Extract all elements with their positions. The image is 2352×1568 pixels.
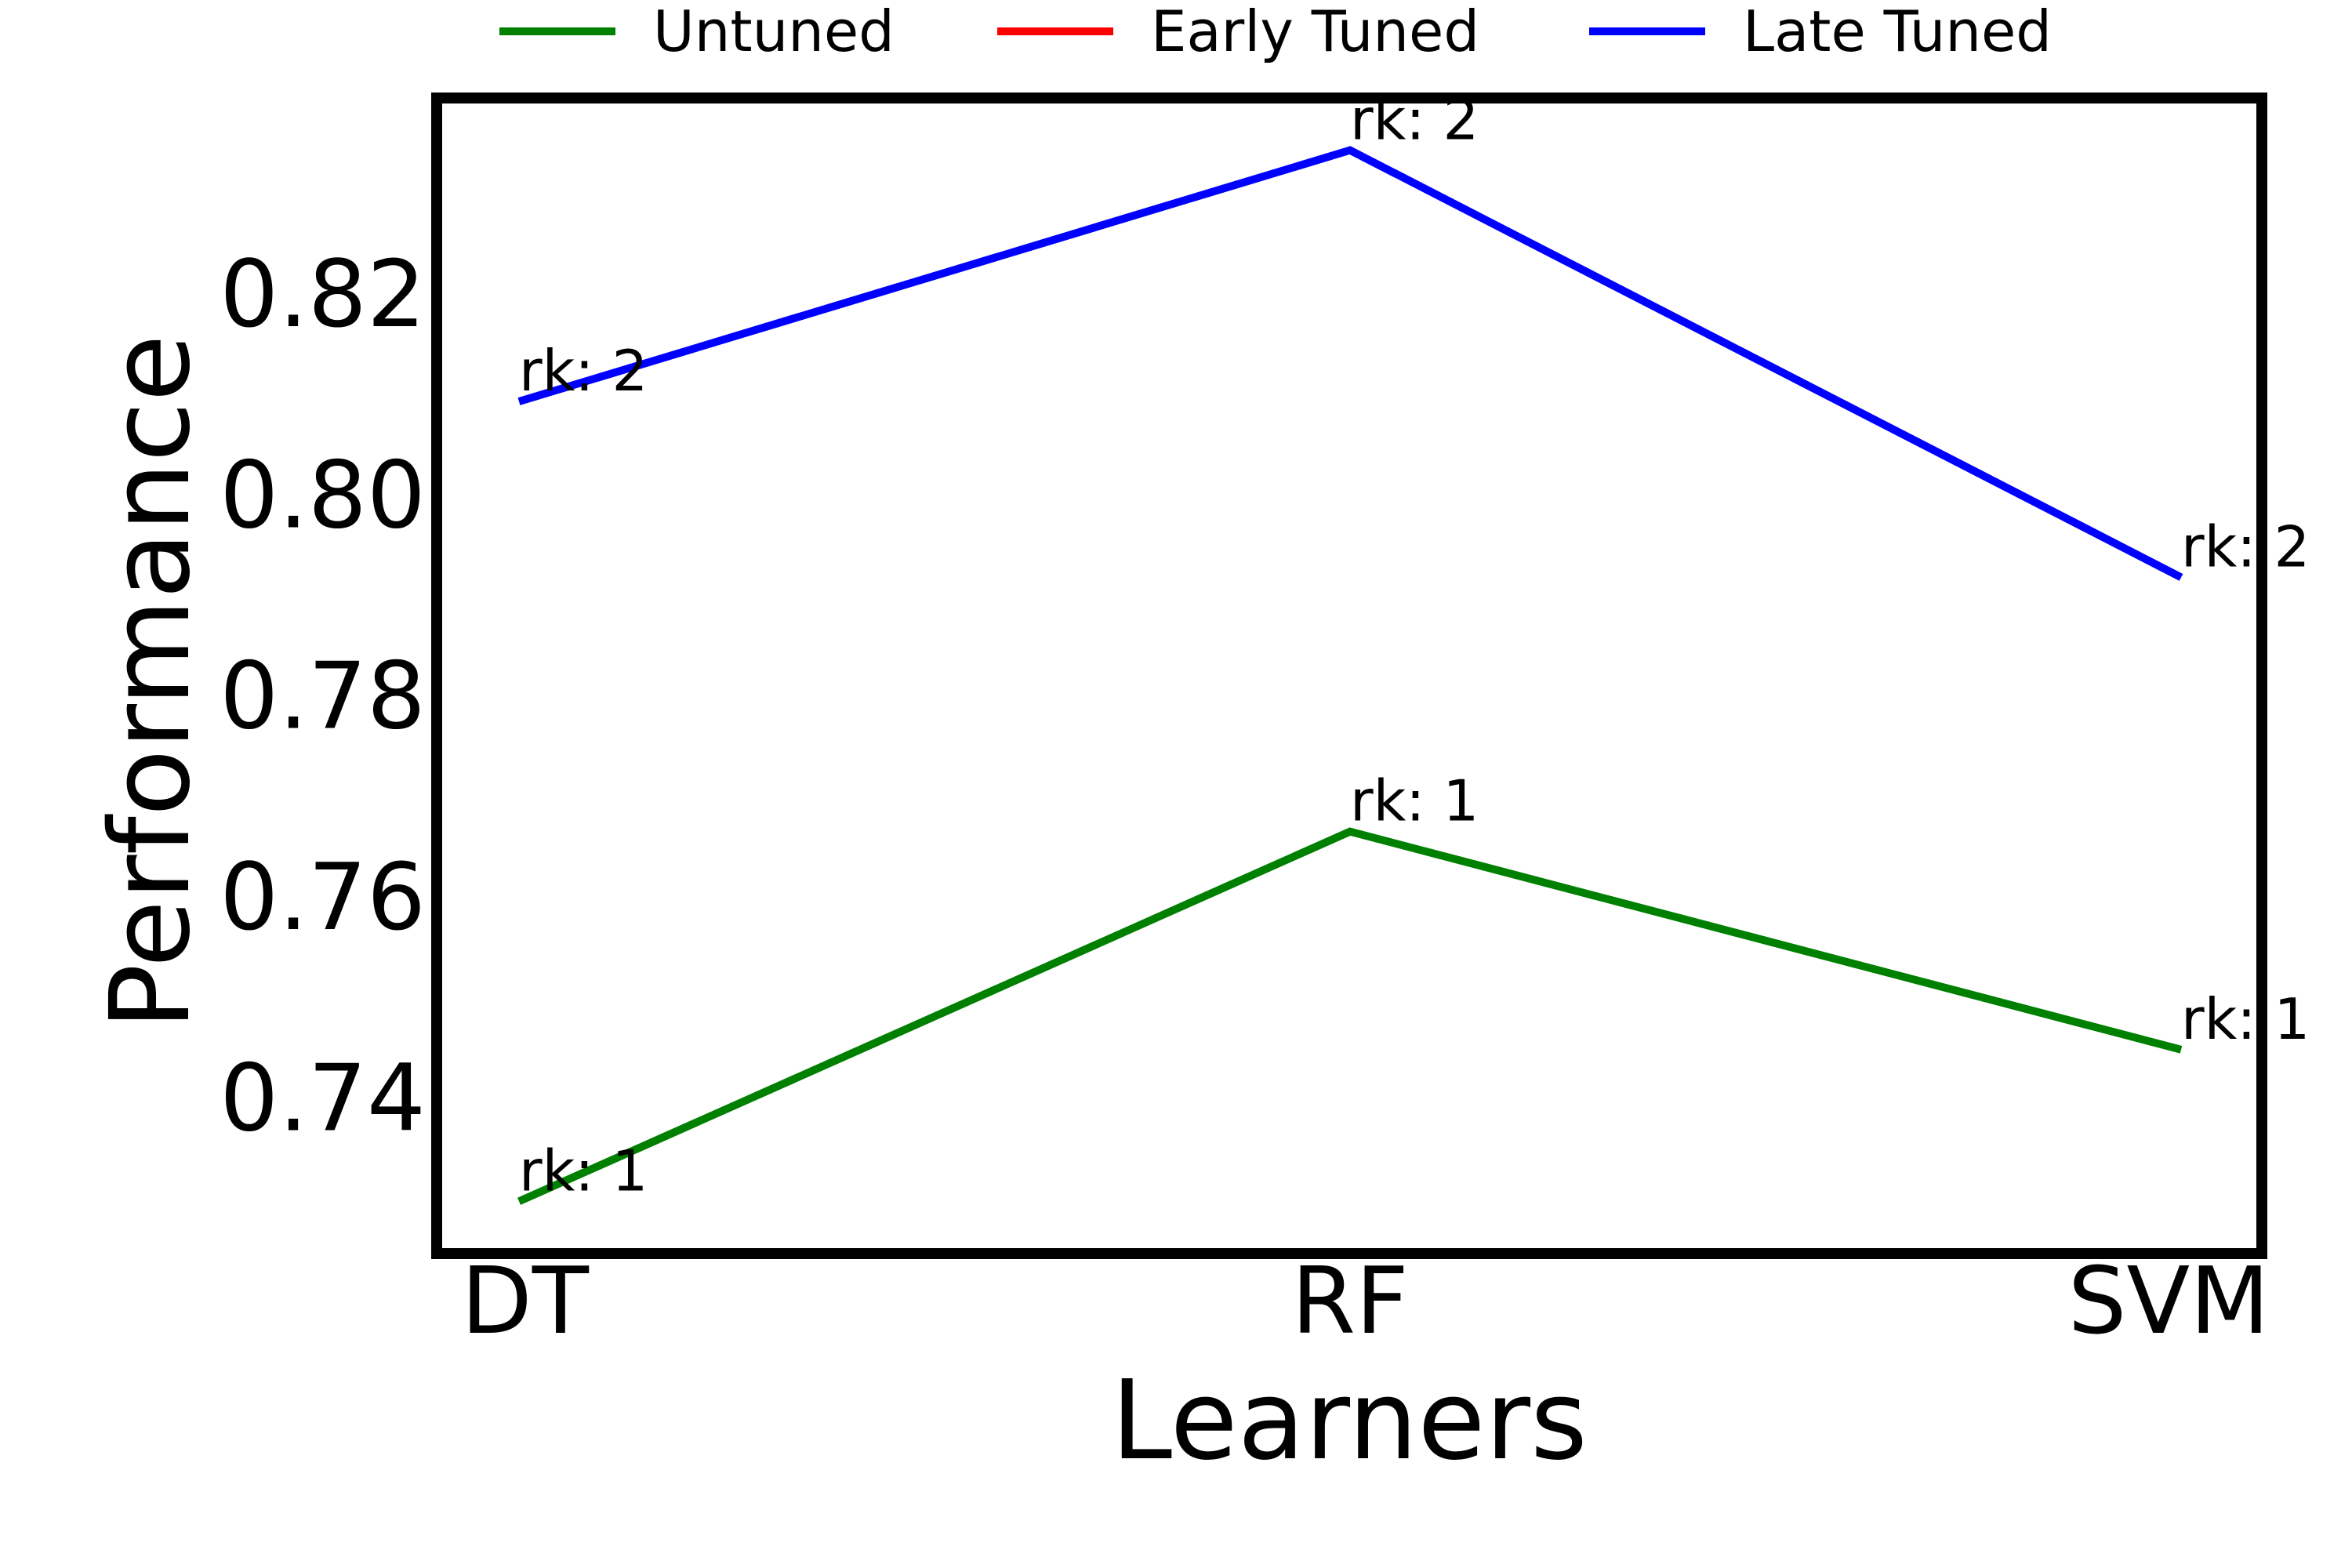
legend: Untuned Early Tuned Late Tuned <box>499 0 2052 64</box>
rank-labels: rk: 1 rk: 1 rk: 1 rk: 2 rk: 2 rk: 2 <box>519 87 2310 1204</box>
y-tick-label: 0.80 <box>220 441 426 549</box>
x-tick-label: RF <box>1291 1247 1409 1355</box>
x-axis-ticks: DT RF SVM <box>461 1247 2270 1355</box>
rank-label: rk: 2 <box>1350 87 1479 153</box>
rank-label: rk: 1 <box>2181 986 2310 1052</box>
legend-label: Late Tuned <box>1743 0 2052 64</box>
y-tick-label: 0.74 <box>220 1044 426 1152</box>
legend-label: Untuned <box>653 0 895 64</box>
rank-label: rk: 2 <box>519 338 648 404</box>
series-line-late-tuned <box>517 146 2183 581</box>
rank-label: rk: 2 <box>2181 514 2310 579</box>
rank-label: rk: 1 <box>519 1138 648 1203</box>
x-tick-label: SVM <box>2068 1247 2270 1355</box>
y-tick-label: 0.78 <box>220 642 426 750</box>
rank-label: rk: 1 <box>1350 768 1479 834</box>
series-layer <box>517 146 2183 1205</box>
legend-label: Early Tuned <box>1151 0 1479 64</box>
x-axis-label: Learners <box>1111 1357 1588 1485</box>
y-axis-ticks: 0.74 0.76 0.78 0.80 0.82 <box>220 240 426 1152</box>
y-tick-label: 0.76 <box>220 843 426 951</box>
y-axis-label: Performance <box>87 334 215 1029</box>
x-tick-label: DT <box>461 1247 590 1355</box>
series-line-untuned <box>517 827 2183 1205</box>
plot-frame <box>431 93 2267 1259</box>
y-tick-label: 0.82 <box>220 240 426 348</box>
